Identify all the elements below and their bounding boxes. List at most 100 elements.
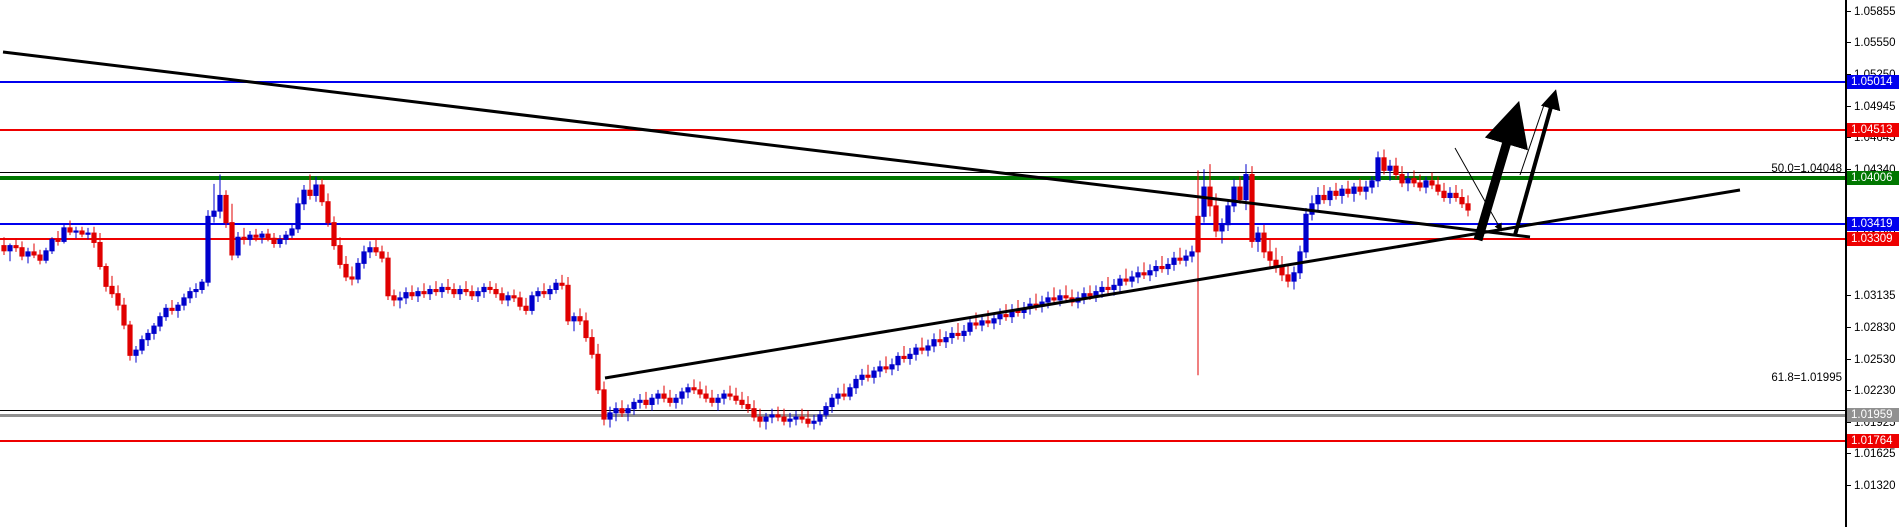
price-level-line-pivot-green[interactable] — [0, 176, 1845, 180]
price-level-line-resistance-blue[interactable] — [0, 81, 1845, 83]
candle-body-down — [541, 291, 547, 295]
candle-body-down — [1123, 278, 1129, 282]
candle-body-up — [301, 189, 307, 205]
price-badge-resistance-red[interactable]: 1.04513 — [1847, 123, 1899, 137]
arrow-up-bounce[interactable] — [1473, 100, 1528, 242]
candle-body-down — [745, 403, 751, 410]
candle-body-down — [391, 295, 397, 301]
candle-body-down — [307, 189, 313, 196]
price-axis[interactable]: 1.058551.055501.052501.049451.046451.043… — [1845, 0, 1901, 527]
candle-body-down — [241, 236, 247, 240]
candle-body-up — [655, 393, 661, 399]
candle-body-down — [1195, 215, 1201, 253]
axis-tick-mark — [1847, 74, 1851, 75]
candle-body-up — [283, 234, 289, 240]
candle-body-down — [559, 282, 565, 286]
candle-body-up — [85, 232, 91, 235]
price-level-line-support-red-low[interactable] — [0, 440, 1845, 442]
price-level-line-support-blue[interactable] — [0, 223, 1845, 225]
axis-tick-value: 1.02530 — [1854, 354, 1896, 366]
axis-tick: 1.05550 — [1847, 37, 1896, 50]
candle-body-up — [133, 349, 139, 356]
candle-body-down — [523, 305, 529, 311]
candle-body-down — [1399, 174, 1405, 184]
candle-body-up — [313, 184, 319, 196]
price-badge-resistance-blue[interactable]: 1.05014 — [1847, 75, 1899, 89]
price-badge-support-blue[interactable]: 1.03419 — [1847, 217, 1899, 231]
candle-body-down — [91, 232, 97, 243]
candle-body-up — [1135, 272, 1141, 278]
candle-body-up — [151, 325, 157, 334]
candle-body-down — [1003, 314, 1009, 318]
price-level-line-support-red[interactable] — [0, 238, 1845, 240]
fibonacci-line-61-8[interactable] — [0, 410, 1845, 411]
candle-body-down — [1321, 194, 1327, 201]
fibonacci-line-50[interactable] — [0, 172, 1845, 173]
candle-body-up — [205, 215, 211, 283]
candle-body-up — [367, 247, 373, 253]
candle-body-down — [109, 285, 115, 295]
candle-body-up — [1303, 213, 1309, 253]
price-badge-pivot-green[interactable]: 1.04006 — [1847, 171, 1899, 185]
candle-body-down — [601, 389, 607, 420]
axis-tick-value: 1.05550 — [1854, 37, 1896, 49]
candle-body-up — [25, 251, 31, 257]
candle-body-up — [535, 291, 541, 297]
candle-body-down — [1261, 232, 1267, 253]
candle-body-up — [1339, 188, 1345, 196]
arrow-zigzag-thin[interactable] — [1519, 101, 1546, 176]
price-level-line-level-gray[interactable] — [0, 414, 1845, 417]
arrow-down-projection[interactable] — [1454, 147, 1502, 232]
annotation-arrows-group[interactable] — [1454, 89, 1561, 242]
candle-body-down — [841, 393, 847, 397]
candle-body-up — [1099, 286, 1105, 293]
candle-body-up — [1387, 165, 1393, 171]
candle-body-up — [505, 295, 511, 301]
candle-body-down — [901, 355, 907, 359]
candle-body-down — [1267, 251, 1273, 261]
candle-body-up — [289, 228, 295, 236]
candle-body-down — [385, 257, 391, 297]
candle-body-up — [763, 416, 769, 422]
price-badge-support-red[interactable]: 1.03309 — [1847, 232, 1899, 246]
trendline-ascending-support-main[interactable] — [604, 188, 1741, 380]
candle-body-down — [1159, 266, 1165, 270]
candle-body-up — [361, 251, 367, 264]
price-badge-support-red-low[interactable]: 1.01764 — [1847, 434, 1899, 448]
axis-tick-value: 1.01320 — [1854, 480, 1896, 492]
candle-body-up — [649, 397, 655, 405]
candle-body-down — [1177, 257, 1183, 261]
price-level-line-resistance-red[interactable] — [0, 129, 1845, 131]
trendline-descending-resistance-main[interactable] — [2, 50, 1531, 239]
price-badge-level-gray[interactable]: 1.01959 — [1847, 408, 1899, 422]
trendlines-group[interactable] — [2, 50, 1741, 380]
candle-body-down — [31, 251, 37, 256]
arrow-up-breakout[interactable] — [1513, 89, 1561, 236]
axis-tick-value: 1.01625 — [1854, 448, 1896, 460]
candle-body-up — [889, 364, 895, 370]
candle-body-down — [757, 416, 763, 422]
candle-body-down — [67, 227, 73, 233]
candle-body-up — [847, 387, 853, 397]
candle-body-up — [163, 307, 169, 318]
candle-body-down — [1393, 165, 1399, 176]
axis-tick-mark — [1847, 295, 1851, 296]
candle-body-up — [997, 314, 1003, 320]
candle-body-down — [1249, 174, 1255, 242]
fibonacci-label-61-8: 61.8=1.01995 — [1771, 372, 1842, 384]
candle-body-up — [295, 203, 301, 230]
candle-body-up — [403, 292, 409, 299]
candle-body-down — [499, 293, 505, 301]
candle-body-down — [445, 286, 451, 291]
chart-plot-area[interactable]: 50.0=1.04048 61.8=1.01995 — [0, 0, 1845, 527]
candle-body-down — [463, 289, 469, 293]
candle-body-down — [1087, 293, 1093, 297]
candle-body-down — [1213, 205, 1219, 232]
candle-body-up — [607, 412, 613, 420]
candle-body-up — [211, 210, 217, 217]
candle-body-down — [1207, 186, 1213, 207]
candle-body-down — [421, 291, 427, 295]
candle-body-up — [817, 414, 823, 422]
axis-tick-mark — [1847, 422, 1851, 423]
